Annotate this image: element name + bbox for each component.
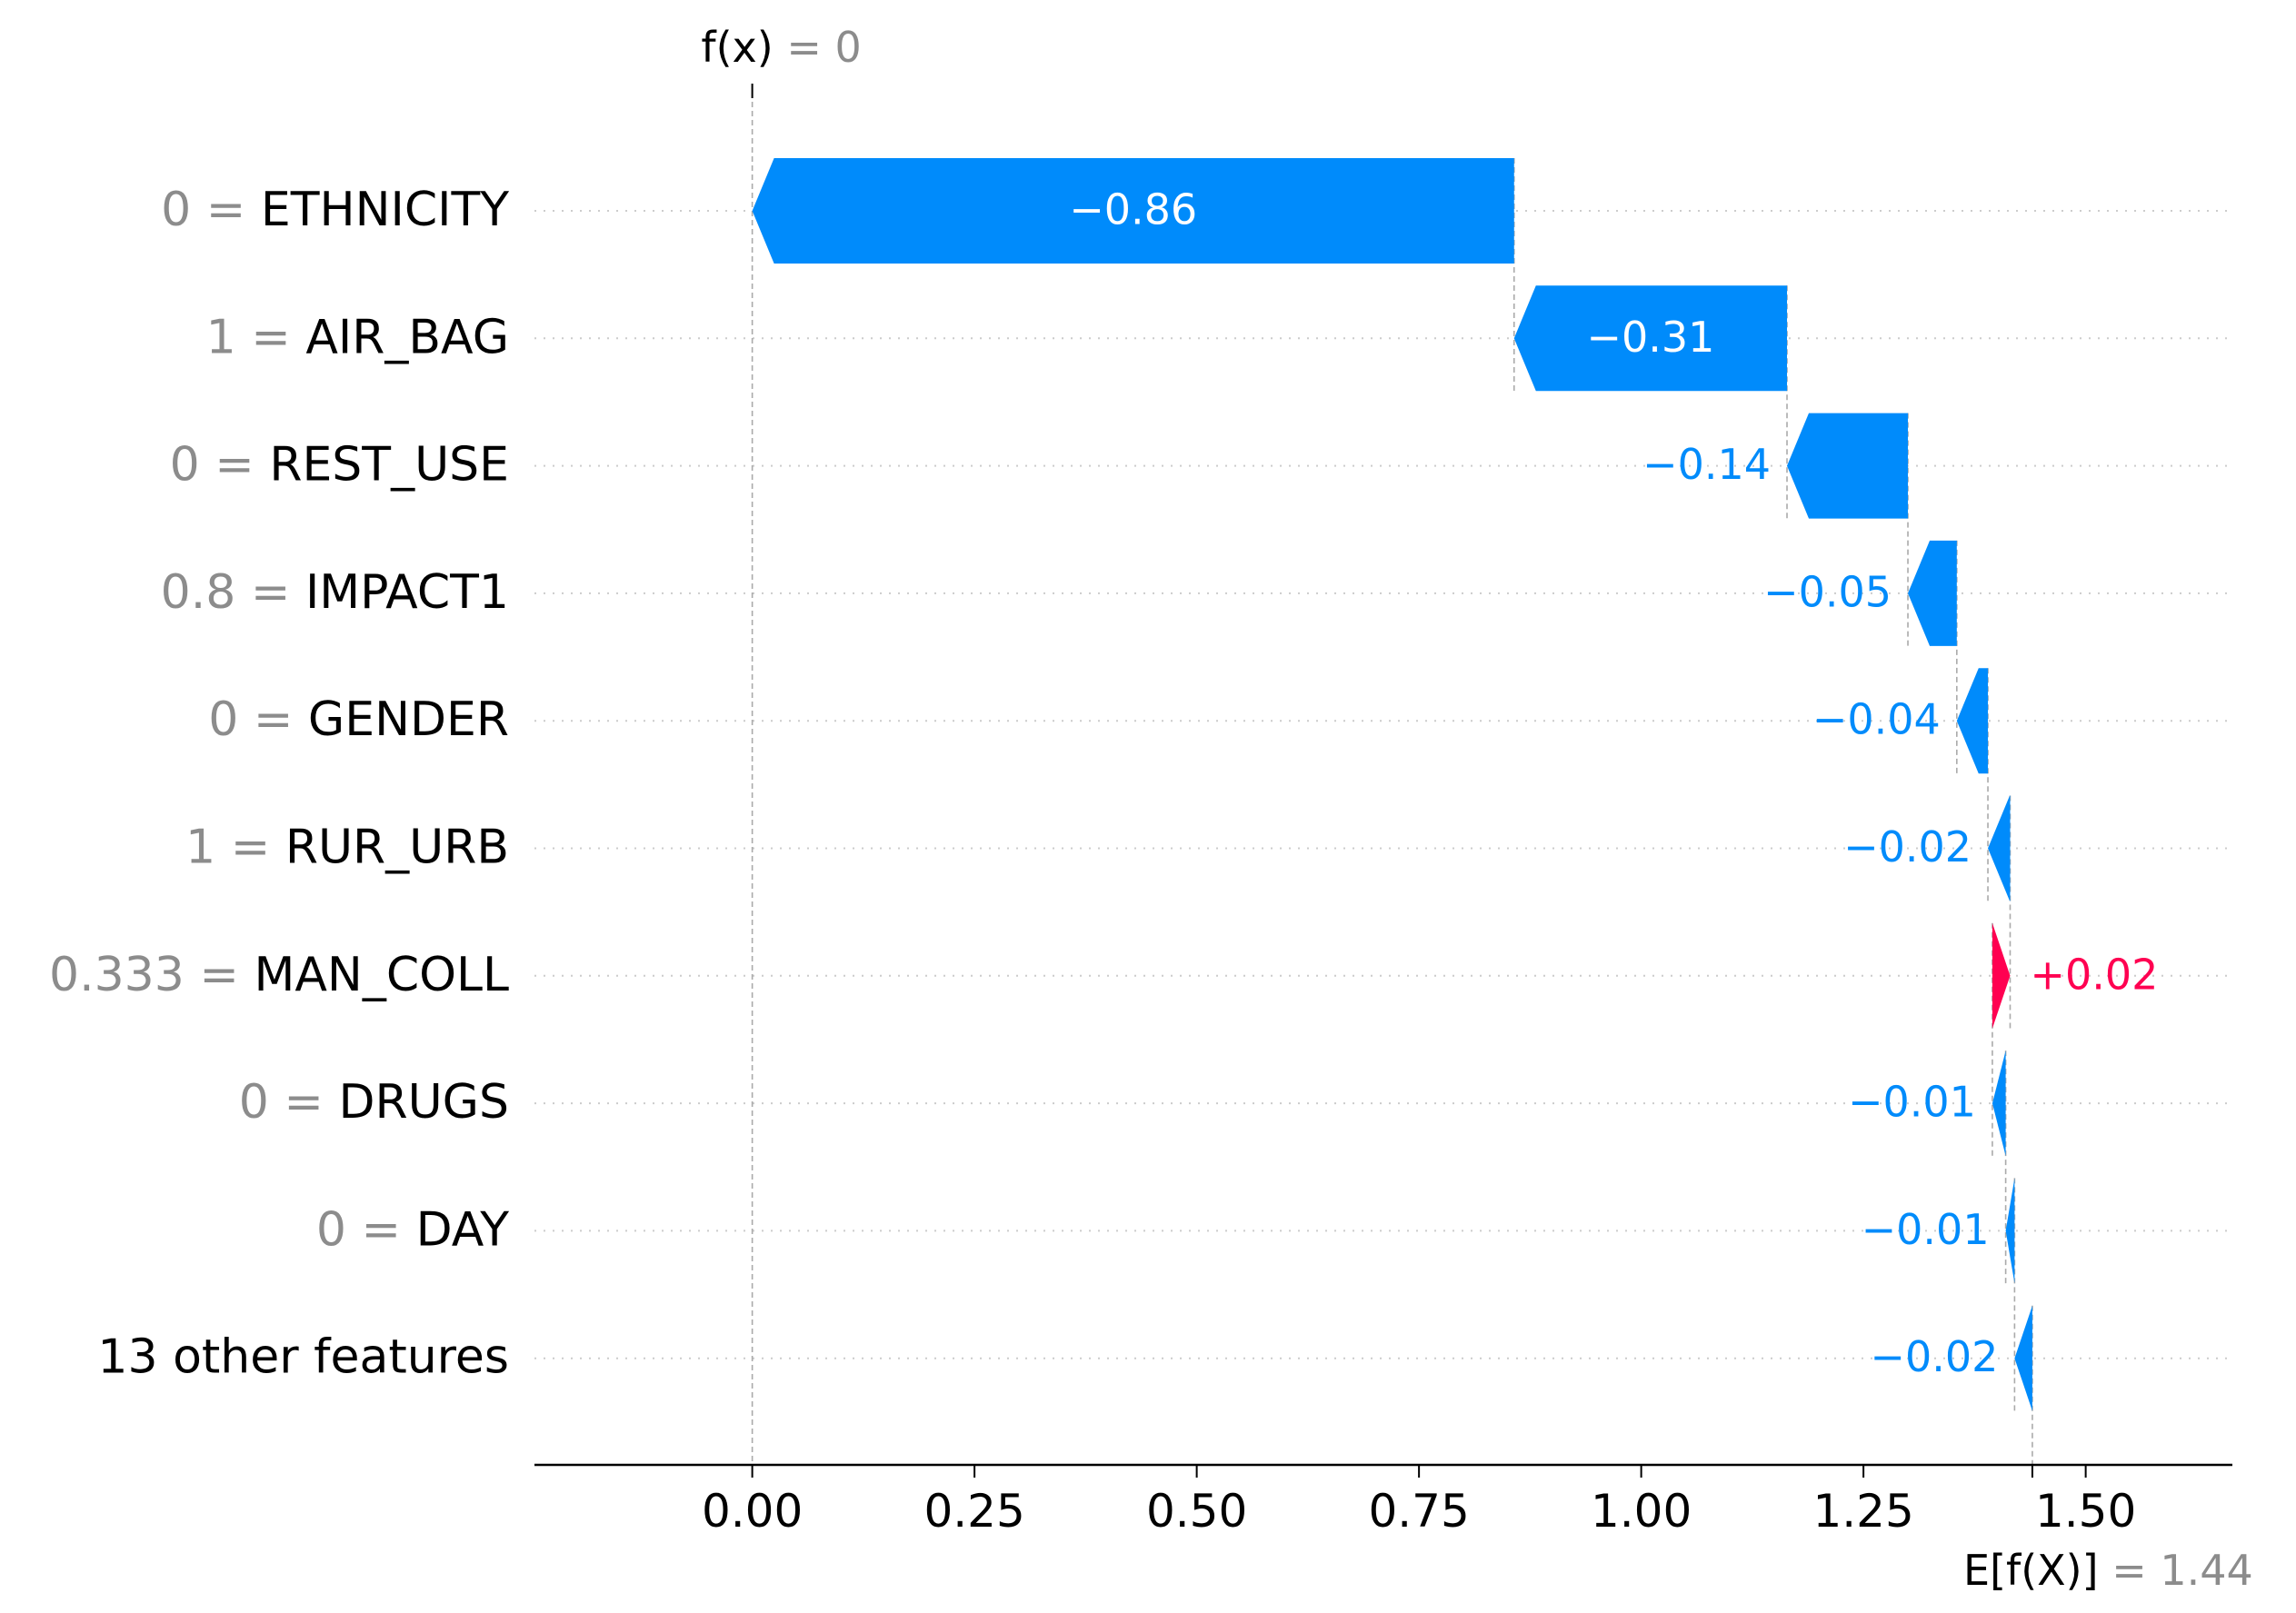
x-axis: 0.00 0.25 0.50 0.75 1.00 1.25 1.50 (534, 1463, 2232, 1538)
feature-name: REST_USE (269, 438, 509, 493)
bar-rest-use (1787, 413, 1909, 519)
fx-equals: = (786, 23, 834, 72)
x-tick-label: 1.50 (2035, 1485, 2136, 1538)
x-tick-label: 0.50 (1146, 1485, 1247, 1538)
bar-value-label: −0.05 (1763, 567, 1892, 616)
feature-label: 1 = RUR_URB (185, 821, 509, 875)
x-tick-label: 1.00 (1591, 1485, 1692, 1538)
x-tick-label: 0.75 (1368, 1485, 1469, 1538)
feature-name: GENDER (308, 692, 509, 747)
feature-label: 0 = GENDER (208, 692, 509, 747)
feature-label: 0 = DRUGS (239, 1075, 509, 1130)
bar-13-other-features (2014, 1305, 2032, 1411)
feature-name: AIR_BAG (305, 310, 509, 364)
bar-value-label: −0.02 (1870, 1332, 1998, 1381)
feature-labels: 0 = ETHNICITY 1 = AIR_BAG 0 = REST_USE 0.8 … (49, 183, 509, 1385)
feature-value: 0 = (161, 183, 261, 237)
feature-label: 0.8 = IMPACT1 (161, 565, 509, 620)
x-tick-label: 1.25 (1812, 1485, 1913, 1538)
feature-name: MAN_COLL (254, 948, 509, 1002)
feature-name: 13 other features (97, 1330, 509, 1385)
bars-layer: −0.86 −0.31 −0.14 −0.05 −0.04 −0.02 +0.02 −0.01… (752, 158, 2158, 1411)
bar-man-coll (1992, 922, 2011, 1029)
bar-day (2005, 1178, 2015, 1284)
bar-value-label: +0.02 (2030, 950, 2158, 999)
feature-value: 0 = (239, 1075, 339, 1130)
bar-gender (1956, 668, 1989, 774)
bar-impact1 (1908, 540, 1957, 646)
feature-name: IMPACT1 (305, 565, 509, 620)
feature-value: 1 = (206, 310, 306, 364)
feature-name: ETHNICITY (261, 183, 509, 237)
feature-value: 0 = (208, 692, 308, 747)
feature-value: 1 = (185, 821, 285, 875)
grid-layer (534, 210, 2232, 1359)
bar-value-label: −0.04 (1812, 695, 1941, 744)
feature-value: 0 = (316, 1202, 416, 1257)
efx-equals: = (2111, 1546, 2160, 1595)
x-tick-label: 0.25 (923, 1485, 1024, 1538)
feature-label: 0 = DAY (316, 1202, 509, 1257)
bar-value-label: −0.14 (1642, 440, 1771, 489)
efx-label: E[f(X)] (1963, 1546, 2099, 1595)
bar-air-bag (1513, 285, 1788, 392)
fx-label: f(x) (701, 23, 773, 72)
fx-value: 0 (835, 23, 862, 72)
feature-value: 0.333 = (49, 948, 255, 1002)
feature-label: 0 = REST_USE (170, 438, 509, 493)
feature-label: 1 = AIR_BAG (206, 310, 509, 364)
feature-name: RUR_URB (285, 821, 509, 875)
feature-label: 0.333 = MAN_COLL (49, 948, 509, 1002)
bar-value-label: −0.86 (1069, 185, 1197, 234)
feature-label: 0 = ETHNICITY (161, 183, 509, 237)
feature-value: 0 = (170, 438, 270, 493)
fx-annotation: f(x) = 0 (701, 23, 861, 72)
feature-name: DRUGS (338, 1075, 509, 1130)
bar-drugs (1992, 1050, 2006, 1157)
bar-value-label: −0.02 (1843, 822, 1972, 871)
efx-value: 1.44 (2160, 1546, 2252, 1595)
bar-value-label: −0.01 (1862, 1205, 1990, 1254)
feature-value: 0.8 = (161, 565, 305, 620)
connector-lines (751, 84, 2033, 1465)
feature-name: DAY (416, 1202, 510, 1257)
bar-rur-urb (1988, 795, 2011, 901)
x-tick-label: 0.00 (702, 1485, 803, 1538)
bar-ethnicity (752, 158, 1514, 264)
feature-label: 13 other features (97, 1330, 509, 1385)
bar-value-label: −0.01 (1848, 1078, 1976, 1127)
bar-value-label: −0.31 (1586, 313, 1714, 362)
efx-annotation: E[f(X)] = 1.44 (1963, 1546, 2253, 1595)
